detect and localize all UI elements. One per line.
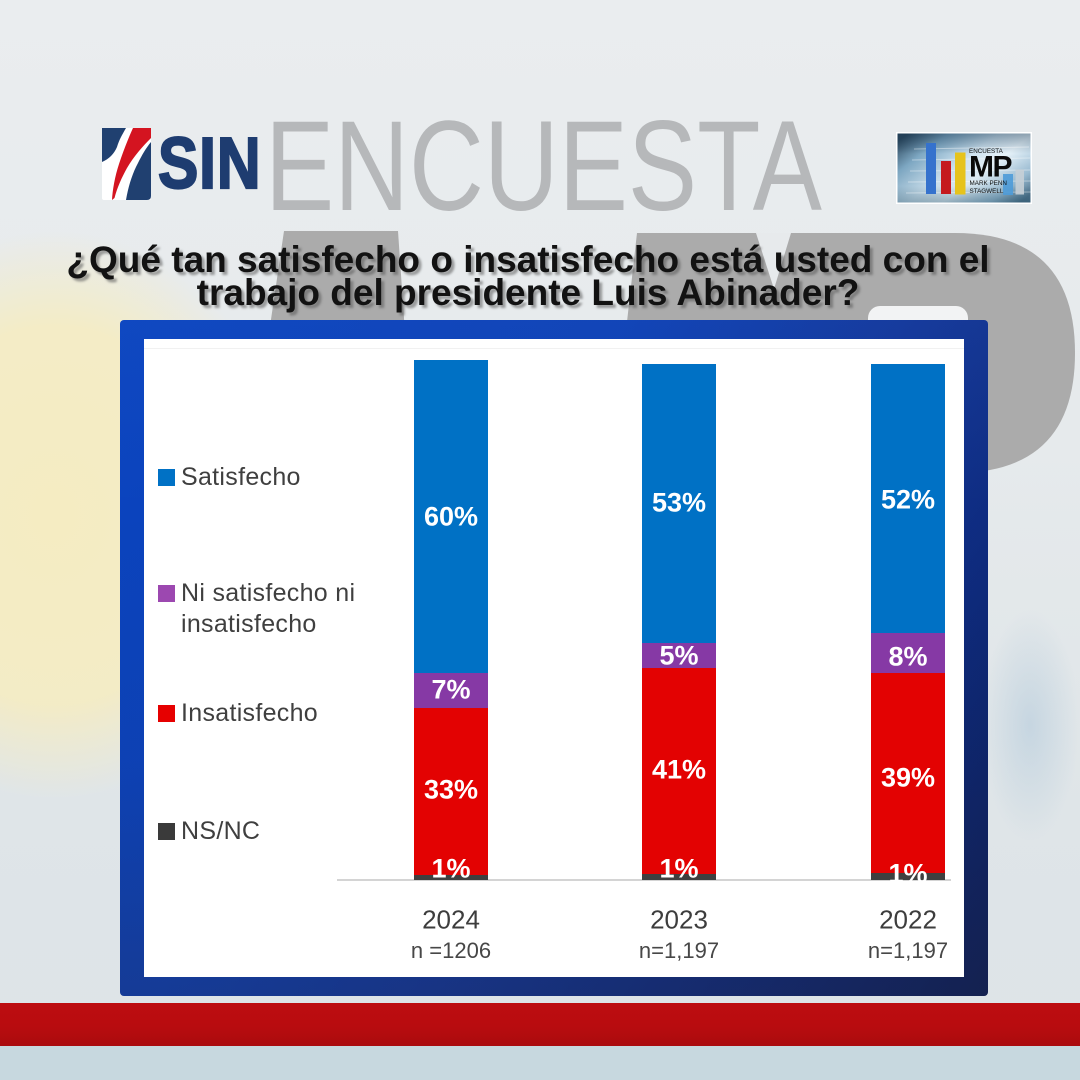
svg-text:MP: MP	[969, 151, 1011, 184]
svg-text:STAGWELL: STAGWELL	[970, 188, 1004, 195]
svg-text:ENCUESTA: ENCUESTA	[969, 148, 1004, 155]
svg-text:MARK PENN: MARK PENN	[970, 180, 1008, 187]
